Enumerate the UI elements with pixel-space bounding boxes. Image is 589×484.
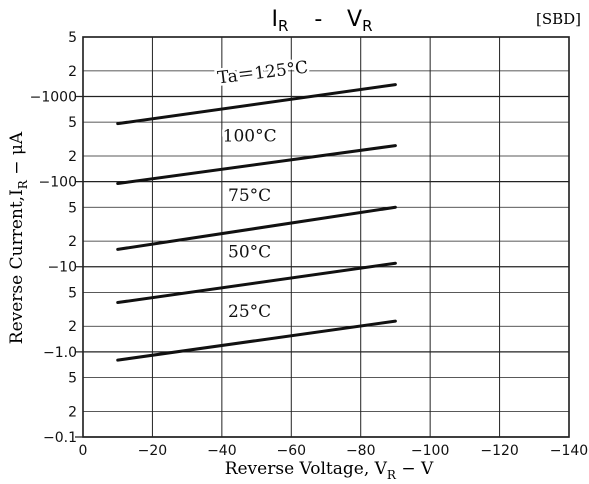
x-tick-label: 0 xyxy=(79,443,88,459)
y-tick-label: 5 xyxy=(68,115,77,131)
x-tick-label: −140 xyxy=(550,443,588,459)
x-tick-label: −120 xyxy=(480,443,518,459)
series-line-5 xyxy=(116,319,397,362)
x-tick-label: −60 xyxy=(277,443,307,459)
grid xyxy=(75,36,570,438)
y-tick-label: −1.0 xyxy=(43,345,77,361)
x-axis-label: Reverse Voltage, VR − V xyxy=(225,459,434,482)
series-line-2 xyxy=(116,144,397,186)
y-tick-label: −0.1 xyxy=(43,430,77,446)
y-tick-label: 5 xyxy=(68,371,77,387)
series-lines: Ta＝125°C 100°C 75°C 50°C 25°C xyxy=(116,55,397,362)
series-line-4 xyxy=(116,261,397,305)
y-tick-label: 2 xyxy=(68,149,77,165)
y-tick-label: 2 xyxy=(68,319,77,335)
series-label-2: 100°C xyxy=(223,127,277,147)
series-label-1: Ta＝125°C xyxy=(216,58,309,89)
tick-labels: 0 −20 −40 −60 −80 −100 −120 −140 5 2 −1000 5 2 −100 5 2… xyxy=(30,30,589,459)
series-label-4: 50°C xyxy=(228,243,271,263)
series-line-3 xyxy=(116,205,397,251)
y-tick-label: −100 xyxy=(39,175,77,191)
series-label-3: 75°C xyxy=(228,186,271,206)
x-tick-label: −100 xyxy=(411,443,449,459)
y-tick-label: 5 xyxy=(68,285,77,301)
x-tick-label: −20 xyxy=(138,443,168,459)
chart-title: IR - VR xyxy=(271,7,372,35)
x-tick-label: −80 xyxy=(346,443,376,459)
device-tag: [SBD] xyxy=(536,10,581,28)
y-axis-label: Reverse Current,IR − μA xyxy=(7,131,30,344)
x-tick-label: −40 xyxy=(207,443,237,459)
y-tick-label: 5 xyxy=(68,30,77,46)
y-tick-label: 2 xyxy=(68,234,77,250)
y-tick-label: −10 xyxy=(47,260,77,276)
series-label-5: 25°C xyxy=(228,302,271,322)
y-tick-label: −1000 xyxy=(30,89,77,105)
y-tick-label: 5 xyxy=(68,200,77,216)
y-tick-label: 2 xyxy=(68,404,77,420)
series-line-1 xyxy=(116,83,397,126)
y-tick-label: 2 xyxy=(68,64,77,80)
